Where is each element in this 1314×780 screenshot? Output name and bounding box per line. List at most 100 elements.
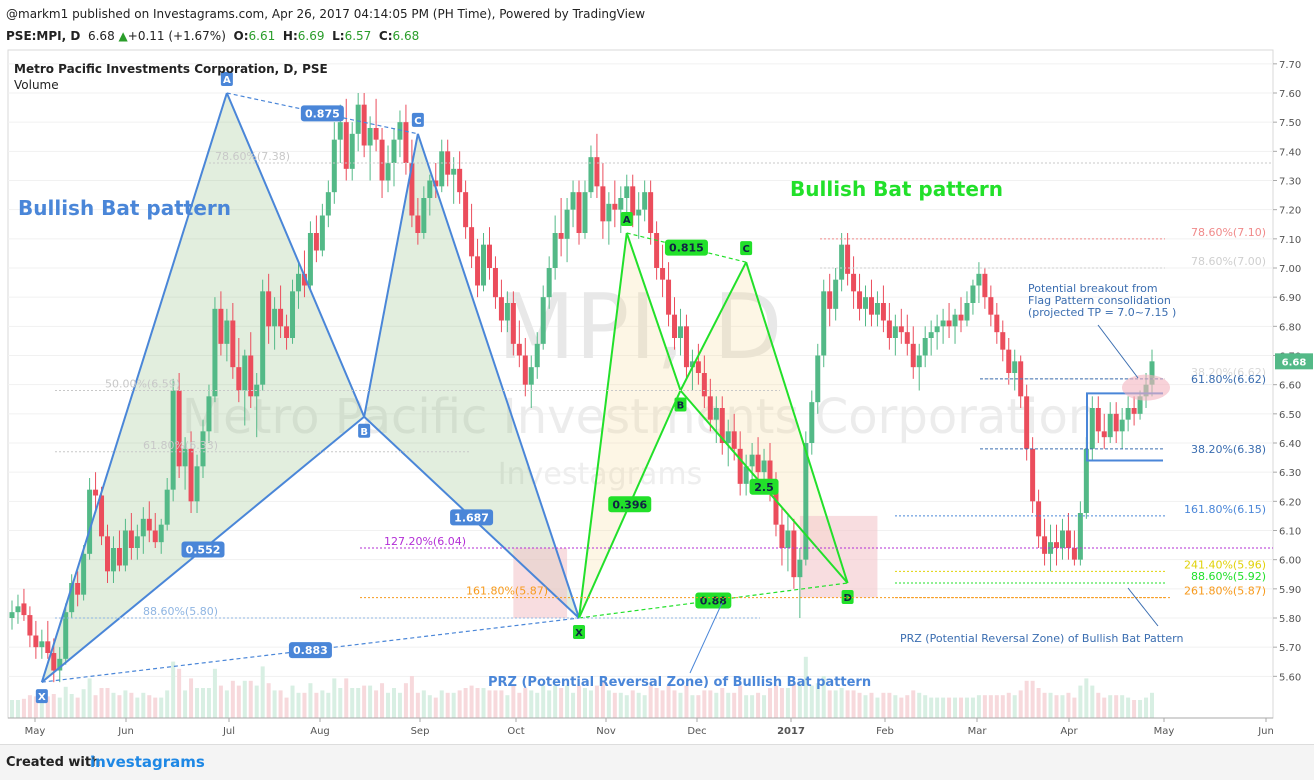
volume-bar <box>189 678 194 718</box>
candle-body <box>749 454 755 467</box>
ratio-label: 0.875 <box>305 107 340 120</box>
volume-bars <box>10 656 1154 718</box>
last-price-tag <box>1275 353 1313 370</box>
x-tick-label: Jun <box>1257 726 1274 737</box>
volume-bar <box>15 700 20 718</box>
price-chart[interactable]: MPI, D Metro Pacific Investments Corpora… <box>0 48 1314 744</box>
annotations: 78.60%(7.38) 50.00%(6.59) 61.80%(6.33) 88.6… <box>18 150 1273 690</box>
candle-body <box>958 314 964 321</box>
candle-body <box>481 244 487 286</box>
volume-bar <box>803 656 808 718</box>
y-tick-label: 7.70 <box>1279 60 1301 71</box>
volume-bar <box>278 690 283 718</box>
volume-bar <box>111 692 116 718</box>
candle-body <box>892 326 898 338</box>
candle-body <box>486 244 492 268</box>
last-price: 6.68 <box>87 29 115 43</box>
volume-bar <box>1054 695 1059 718</box>
volume-bar <box>535 692 540 718</box>
fib-level-label: 88.60%(5.80) <box>143 605 218 618</box>
volume-bar <box>517 692 522 718</box>
y-tick-label: 7.60 <box>1279 89 1301 100</box>
volume-bar <box>565 685 570 718</box>
volume-bar <box>87 678 92 718</box>
volume-bar <box>947 697 952 718</box>
candle-body <box>773 489 779 525</box>
volume-bar <box>81 689 86 718</box>
volume-bar <box>1120 695 1125 718</box>
volume-bar <box>386 692 391 718</box>
candle-body <box>755 454 761 473</box>
plot-area[interactable] <box>7 49 1274 719</box>
candle-body <box>445 151 451 175</box>
time-axis[interactable]: May Jun Jul Aug Sep Oct Nov Dec 2017 Feb Mar Apr May… <box>8 717 1274 737</box>
candle-body <box>391 139 397 163</box>
volume-bar <box>200 688 205 718</box>
volume-bar <box>159 697 164 718</box>
candle-body <box>1077 513 1083 560</box>
volume-bar <box>833 690 838 718</box>
candle-body <box>33 635 39 648</box>
y-tick-label: 6.50 <box>1279 410 1301 421</box>
volume-bar <box>153 697 158 718</box>
candle-body <box>224 320 230 344</box>
candle-body <box>677 326 683 338</box>
candle-body <box>588 157 594 193</box>
volume-bar <box>851 690 856 718</box>
volume-bar <box>875 697 880 718</box>
candle-body <box>307 233 313 286</box>
volume-bar <box>720 688 725 718</box>
candle-body <box>1036 501 1042 537</box>
candle-body <box>1101 431 1107 438</box>
candle-body <box>904 332 910 344</box>
volume-bar <box>1018 690 1023 718</box>
volume-bar <box>708 690 713 718</box>
price-axis[interactable]: 7.70 7.60 7.50 7.40 7.30 7.20 7.10 7.00 6.90 6.80… <box>1273 60 1313 684</box>
volume-bar <box>183 690 188 718</box>
candle-body <box>701 373 707 397</box>
volume-bar <box>964 697 969 718</box>
volume-bar <box>1150 692 1154 718</box>
volume-bar <box>93 695 98 718</box>
volume-bar <box>666 685 671 718</box>
ratio-badge <box>181 541 225 558</box>
candle-body <box>313 233 319 251</box>
last-price-label: 6.68 <box>1282 357 1307 368</box>
volume-bar <box>451 692 456 718</box>
candle-body <box>606 203 612 222</box>
volume-bar <box>588 690 593 718</box>
volume-bar <box>1114 695 1119 718</box>
volume-bar <box>881 692 886 718</box>
candle-body <box>433 180 439 187</box>
candle-body <box>570 192 576 210</box>
candle-body <box>122 530 128 566</box>
candle-body <box>845 244 851 274</box>
ratio-badge <box>749 478 779 495</box>
candle-body <box>1059 530 1065 548</box>
volume-bar <box>1096 692 1101 718</box>
volume-bar <box>726 692 731 718</box>
pattern-leg <box>416 133 580 619</box>
candle-body <box>642 192 648 210</box>
volume-bar <box>314 692 319 718</box>
candle-body <box>797 559 803 578</box>
candle-body <box>1024 396 1030 449</box>
ratio-label: 0.396 <box>612 498 647 511</box>
x-tick-label: Oct <box>507 726 524 737</box>
x-tick-label: May <box>25 726 46 737</box>
watermark: MPI, D Metro Pacific Investments Corpora… <box>182 275 1099 492</box>
candle-body <box>952 314 958 327</box>
ratio-label: 0.88 <box>700 595 727 608</box>
volume-bar <box>362 685 367 718</box>
pattern-leg <box>578 232 628 619</box>
volume-bar <box>481 688 486 718</box>
candle-body <box>93 489 99 496</box>
candle-body <box>349 133 355 169</box>
candle-body <box>868 297 874 315</box>
y-tick-label: 7.30 <box>1279 177 1301 188</box>
volume-bar <box>254 685 259 718</box>
volume-bar <box>10 700 14 718</box>
candle-body <box>498 297 504 321</box>
y-tick-label: 6.10 <box>1279 527 1301 538</box>
investagrams-logo[interactable]: investagrams <box>90 753 205 771</box>
